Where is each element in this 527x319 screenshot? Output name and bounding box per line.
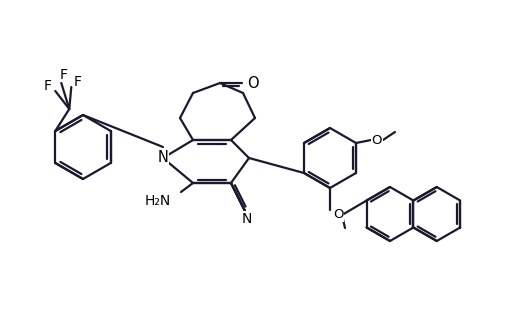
Text: H₂N: H₂N [145, 194, 171, 208]
Text: N: N [242, 212, 252, 226]
Text: F: F [59, 68, 67, 82]
Text: O: O [247, 76, 259, 91]
Text: N: N [158, 151, 169, 166]
Text: O: O [372, 133, 382, 146]
Text: F: F [73, 75, 81, 89]
Text: F: F [43, 79, 51, 93]
Text: O: O [333, 209, 343, 221]
